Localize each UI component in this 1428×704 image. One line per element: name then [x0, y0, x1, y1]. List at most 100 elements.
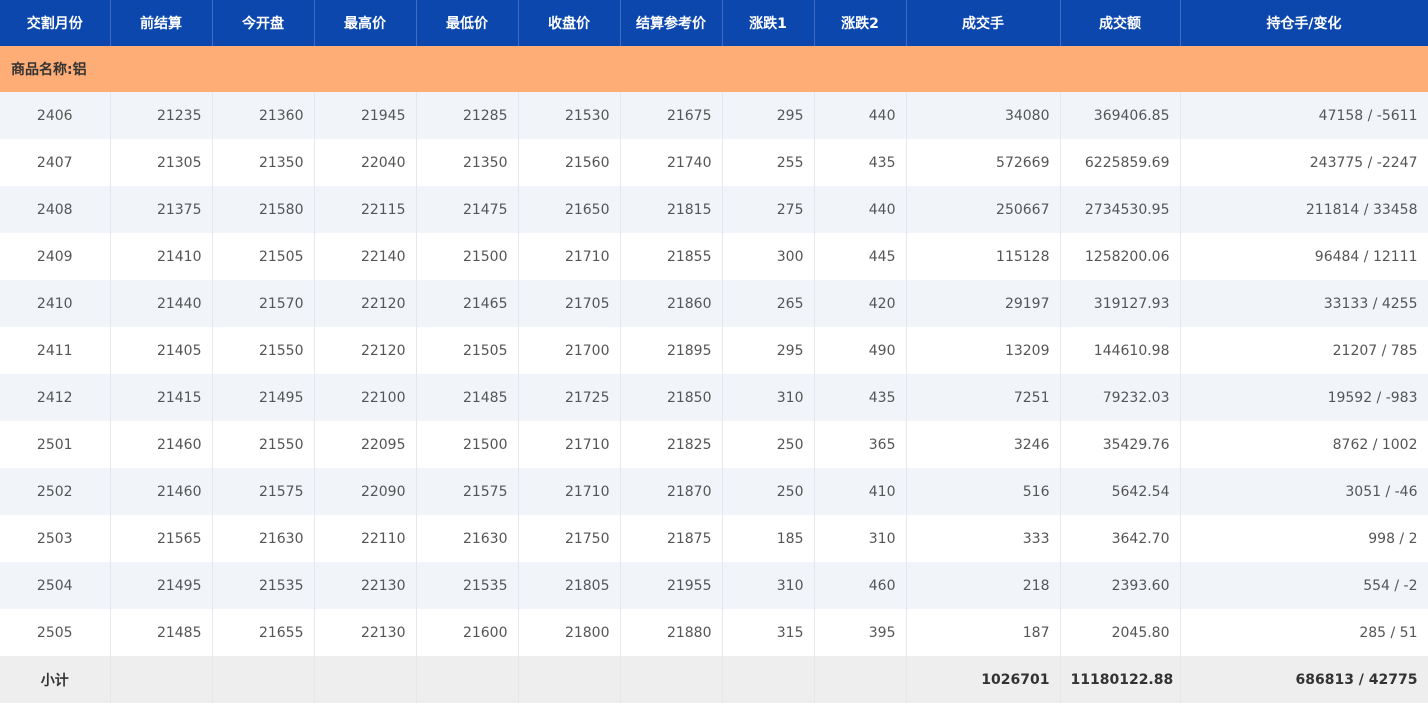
cell: 21870 [620, 468, 723, 515]
cell: 21860 [620, 280, 723, 327]
cell: 22120 [314, 327, 417, 374]
cell: 22100 [314, 374, 417, 421]
cell: 2407 [0, 139, 111, 186]
cell: 21235 [110, 92, 213, 139]
cell: 115128 [906, 233, 1061, 280]
cell: 21410 [110, 233, 213, 280]
data-row: 2501 21460 21550 22095 21500 21710 21825 250 365… [0, 421, 1428, 468]
cell: 300 [722, 233, 815, 280]
empty-cell [620, 656, 723, 703]
column-header: 前结算 [110, 0, 213, 46]
cell: 21710 [518, 421, 621, 468]
cell: 79232.03 [1060, 374, 1181, 421]
cell: 490 [814, 327, 907, 374]
subtotal-turnover: 11180122.88 [1060, 656, 1181, 703]
cell: 22140 [314, 233, 417, 280]
cell: 21725 [518, 374, 621, 421]
cell: 2406 [0, 92, 111, 139]
cell: 315 [722, 609, 815, 656]
cell: 310 [814, 515, 907, 562]
cell: 2409 [0, 233, 111, 280]
empty-cell [814, 656, 907, 703]
column-header: 持仓手/变化 [1180, 0, 1428, 46]
cell: 243775 / -2247 [1180, 139, 1428, 186]
data-row: 2412 21415 21495 22100 21485 21725 21850 310 435… [0, 374, 1428, 421]
data-row: 2408 21375 21580 22115 21475 21650 21815 275 440… [0, 186, 1428, 233]
cell: 211814 / 33458 [1180, 186, 1428, 233]
cell: 3246 [906, 421, 1061, 468]
cell: 13209 [906, 327, 1061, 374]
cell: 21305 [110, 139, 213, 186]
cell: 21460 [110, 468, 213, 515]
cell: 319127.93 [1060, 280, 1181, 327]
cell: 21375 [110, 186, 213, 233]
cell: 21500 [416, 233, 519, 280]
column-header: 成交额 [1060, 0, 1181, 46]
cell: 21475 [416, 186, 519, 233]
data-row: 2410 21440 21570 22120 21465 21705 21860 265 420… [0, 280, 1428, 327]
cell: 21535 [416, 562, 519, 609]
cell: 21655 [212, 609, 315, 656]
cell: 47158 / -5611 [1180, 92, 1428, 139]
cell: 21855 [620, 233, 723, 280]
cell: 255 [722, 139, 815, 186]
cell: 435 [814, 139, 907, 186]
cell: 21800 [518, 609, 621, 656]
cell: 21850 [620, 374, 723, 421]
cell: 420 [814, 280, 907, 327]
cell: 21440 [110, 280, 213, 327]
cell: 21740 [620, 139, 723, 186]
column-header: 今开盘 [212, 0, 315, 46]
cell: 440 [814, 92, 907, 139]
cell: 2501 [0, 421, 111, 468]
cell: 21530 [518, 92, 621, 139]
cell: 2045.80 [1060, 609, 1181, 656]
cell: 998 / 2 [1180, 515, 1428, 562]
cell: 21815 [620, 186, 723, 233]
cell: 187 [906, 609, 1061, 656]
cell: 250 [722, 468, 815, 515]
subtotal-open-interest: 686813 / 42775 [1180, 656, 1428, 703]
cell: 22095 [314, 421, 417, 468]
column-header: 涨跌2 [814, 0, 907, 46]
cell: 21285 [416, 92, 519, 139]
subtotal-volume: 1026701 [906, 656, 1061, 703]
cell: 21710 [518, 468, 621, 515]
cell: 21895 [620, 327, 723, 374]
cell: 21875 [620, 515, 723, 562]
cell: 35429.76 [1060, 421, 1181, 468]
empty-cell [722, 656, 815, 703]
cell: 572669 [906, 139, 1061, 186]
cell: 369406.85 [1060, 92, 1181, 139]
cell: 250667 [906, 186, 1061, 233]
cell: 21505 [416, 327, 519, 374]
cell: 21535 [212, 562, 315, 609]
column-header: 最低价 [416, 0, 519, 46]
cell: 22040 [314, 139, 417, 186]
cell: 21550 [212, 421, 315, 468]
cell: 21805 [518, 562, 621, 609]
cell: 33133 / 4255 [1180, 280, 1428, 327]
cell: 22120 [314, 280, 417, 327]
cell: 21460 [110, 421, 213, 468]
cell: 435 [814, 374, 907, 421]
cell: 21565 [110, 515, 213, 562]
cell: 29197 [906, 280, 1061, 327]
data-row: 2411 21405 21550 22120 21505 21700 21895 295 490… [0, 327, 1428, 374]
data-row: 2406 21235 21360 21945 21285 21530 21675 295 440… [0, 92, 1428, 139]
cell: 21465 [416, 280, 519, 327]
cell: 21650 [518, 186, 621, 233]
column-header: 成交手 [906, 0, 1061, 46]
cell: 3051 / -46 [1180, 468, 1428, 515]
subtotal-label: 小计 [0, 656, 111, 703]
cell: 21405 [110, 327, 213, 374]
cell: 395 [814, 609, 907, 656]
subtotal-row: 小计 1026701 11180122.88 686813 / 42775 [0, 656, 1428, 703]
cell: 21575 [212, 468, 315, 515]
cell: 275 [722, 186, 815, 233]
data-row: 2409 21410 21505 22140 21500 21710 21855 300 445… [0, 233, 1428, 280]
cell: 2411 [0, 327, 111, 374]
cell: 21630 [212, 515, 315, 562]
cell: 310 [722, 562, 815, 609]
cell: 516 [906, 468, 1061, 515]
